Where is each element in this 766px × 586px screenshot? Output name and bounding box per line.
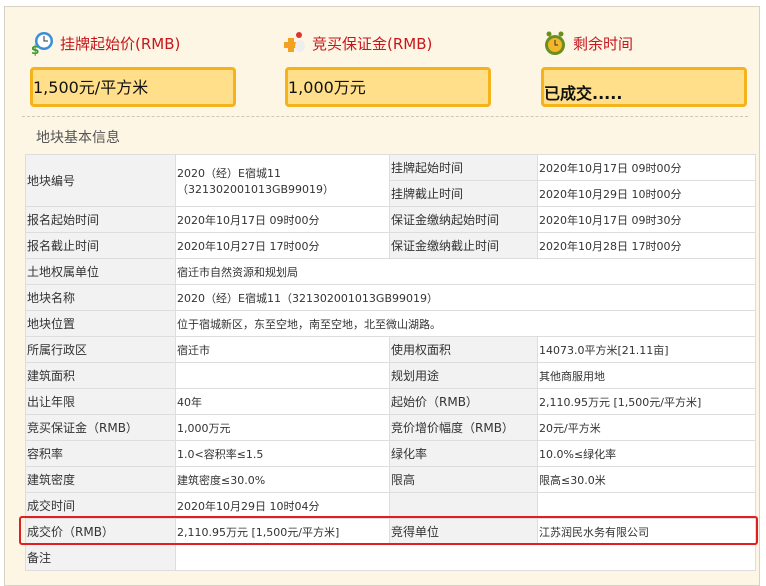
deal-highlight-box bbox=[19, 516, 758, 545]
label-cell: 报名起始时间 bbox=[25, 206, 176, 233]
alarm-clock-icon bbox=[545, 31, 565, 55]
value-cell: 限高≤30.0米 bbox=[537, 466, 756, 493]
label-cell: 使用权面积 bbox=[389, 336, 538, 363]
value-cell: 宿迁市 bbox=[175, 336, 390, 363]
value-cell: 2020年10月28日 17时00分 bbox=[537, 232, 756, 259]
deposit-value: 1,000万元 bbox=[285, 67, 491, 107]
table-row: 地块位置 位于宿城新区，东至空地，南至空地，北至微山湖路。 bbox=[25, 310, 756, 337]
value-cell: 2020年10月17日 09时30分 bbox=[537, 206, 756, 233]
value-cell bbox=[175, 544, 756, 571]
label-cell: 报名截止时间 bbox=[25, 232, 176, 259]
label-cell: 容积率 bbox=[25, 440, 176, 467]
label-cell: 成交时间 bbox=[25, 492, 176, 519]
table-row: 所属行政区 宿迁市 使用权面积 14073.0平方米[21.11亩] bbox=[25, 336, 756, 363]
label-cell: 成交价（RMB） bbox=[25, 518, 176, 545]
table-row: 报名截止时间 2020年10月27日 17时00分 保证金缴纳截止时间 2020年10… bbox=[25, 232, 756, 259]
value-cell: 2020年10月17日 09时00分 bbox=[175, 206, 390, 233]
label-cell bbox=[389, 492, 538, 519]
svg-text:$: $ bbox=[31, 43, 39, 56]
label-cell: 保证金缴纳起始时间 bbox=[389, 206, 538, 233]
value-cell: 2020年10月29日 10时04分 bbox=[175, 492, 390, 519]
table-row: 容积率 1.0<容积率≤1.5 绿化率 10.0%≤绿化率 bbox=[25, 440, 756, 467]
label-cell: 所属行政区 bbox=[25, 336, 176, 363]
label-cell: 地块位置 bbox=[25, 310, 176, 337]
table-row: 地块名称 2020（经）E宿城11（321302001013GB99019） bbox=[25, 284, 756, 311]
label-cell: 挂牌截止时间 bbox=[389, 180, 538, 207]
starting-price-title: 挂牌起始价(RMB) bbox=[60, 34, 181, 53]
label-cell: 绿化率 bbox=[389, 440, 538, 467]
table-row: 挂牌截止时间 2020年10月29日 10时00分 bbox=[26, 180, 756, 207]
label-cell: 竞价增价幅度（RMB） bbox=[389, 414, 538, 441]
table-row: 出让年限 40年 起始价（RMB） 2,110.95万元 [1,500元/平方米] bbox=[25, 388, 756, 415]
value-cell bbox=[175, 362, 390, 389]
label-cell: 建筑面积 bbox=[25, 362, 176, 389]
table-row: 备注 bbox=[25, 544, 756, 571]
remaining-time-header: 剩余时间 bbox=[543, 30, 633, 56]
value-cell: 20元/平方米 bbox=[537, 414, 756, 441]
value-cell: 2,110.95万元 [1,500元/平方米] bbox=[537, 388, 756, 415]
starting-price-header: $ 挂牌起始价(RMB) bbox=[30, 30, 180, 56]
remaining-time-value: 已成交..... bbox=[541, 67, 747, 107]
label-cell: 保证金缴纳截止时间 bbox=[389, 232, 538, 259]
deposit-icon bbox=[284, 32, 305, 52]
table-row: 土地权属单位 宿迁市自然资源和规划局 bbox=[25, 258, 756, 285]
starting-price-value: 1,500元/平方米 bbox=[30, 67, 236, 107]
value-cell: 2020年10月17日 09时00分 bbox=[537, 154, 756, 181]
label-cell: 竞得单位 bbox=[389, 518, 538, 545]
value-cell bbox=[537, 492, 756, 519]
value-cell: 2020（经）E宿城11（321302001013GB99019） bbox=[175, 284, 756, 311]
land-info-table: 地块编号 2020（经）E宿城11 （321302001013GB99019） 挂… bbox=[25, 154, 756, 571]
label-cell: 地块名称 bbox=[25, 284, 176, 311]
value-cell: 2020年10月29日 10时00分 bbox=[537, 180, 756, 207]
value-cell: 10.0%≤绿化率 bbox=[537, 440, 756, 467]
table-row: 地块编号 2020（经）E宿城11 （321302001013GB99019） 挂… bbox=[25, 154, 756, 207]
parcel-code: 2020（经）E宿城11 bbox=[177, 166, 281, 180]
value-cell: 宿迁市自然资源和规划局 bbox=[175, 258, 756, 285]
label-cell: 竞买保证金（RMB） bbox=[25, 414, 176, 441]
value-cell: 位于宿城新区，东至空地，南至空地，北至微山湖路。 bbox=[175, 310, 756, 337]
value-cell: 1.0<容积率≤1.5 bbox=[175, 440, 390, 467]
label-cell: 建筑密度 bbox=[25, 466, 176, 493]
label-cell: 地块编号 bbox=[25, 154, 176, 207]
table-row: 建筑面积 规划用途 其他商服用地 bbox=[25, 362, 756, 389]
deposit-title: 竞买保证金(RMB) bbox=[312, 34, 433, 53]
label-cell: 出让年限 bbox=[25, 388, 176, 415]
table-row: 报名起始时间 2020年10月17日 09时00分 保证金缴纳起始时间 2020年10… bbox=[25, 206, 756, 233]
label-cell: 起始价（RMB） bbox=[389, 388, 538, 415]
parcel-code-id: （321302001013GB99019） bbox=[177, 182, 335, 196]
value-cell: 40年 bbox=[175, 388, 390, 415]
label-cell: 限高 bbox=[389, 466, 538, 493]
table-row: 竞买保证金（RMB） 1,000万元 竞价增价幅度（RMB） 20元/平方米 bbox=[25, 414, 756, 441]
table-row: 建筑密度 建筑密度≤30.0% 限高 限高≤30.0米 bbox=[25, 466, 756, 493]
section-title: 地块基本信息 bbox=[36, 130, 120, 146]
divider bbox=[22, 116, 748, 117]
value-cell: 2020年10月27日 17时00分 bbox=[175, 232, 390, 259]
value-cell: 2020（经）E宿城11 （321302001013GB99019） bbox=[175, 154, 390, 207]
label-cell: 备注 bbox=[25, 544, 176, 571]
value-cell: 14073.0平方米[21.11亩] bbox=[537, 336, 756, 363]
remaining-time-title: 剩余时间 bbox=[573, 34, 634, 53]
label-cell: 挂牌起始时间 bbox=[389, 154, 538, 181]
label-cell: 规划用途 bbox=[389, 362, 538, 389]
value-cell: 其他商服用地 bbox=[537, 362, 756, 389]
deposit-header: 竞买保证金(RMB) bbox=[282, 30, 432, 56]
value-cell: 2,110.95万元 [1,500元/平方米] bbox=[175, 518, 390, 545]
value-cell: 建筑密度≤30.0% bbox=[175, 466, 390, 493]
value-cell: 1,000万元 bbox=[175, 414, 390, 441]
label-cell: 土地权属单位 bbox=[25, 258, 176, 285]
table-row: 成交时间 2020年10月29日 10时04分 bbox=[25, 492, 756, 519]
clock-money-icon: $ bbox=[31, 32, 53, 56]
